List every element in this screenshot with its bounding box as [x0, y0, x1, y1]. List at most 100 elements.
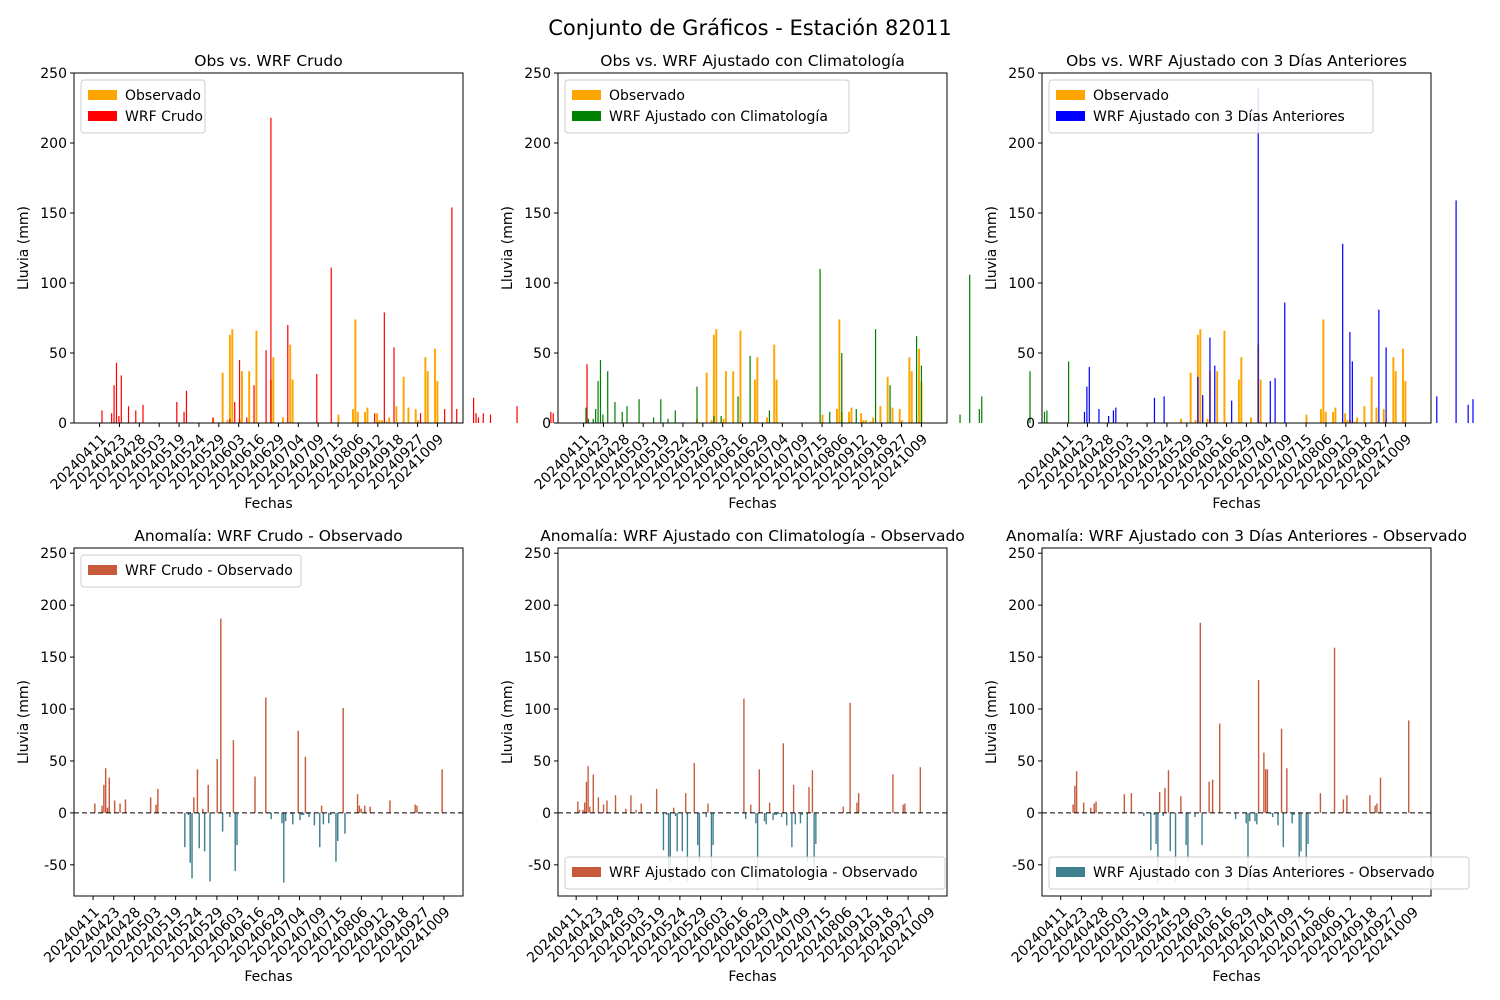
y-tick-label: 100 — [524, 702, 551, 718]
bar — [1169, 812, 1171, 852]
bar — [766, 417, 768, 423]
bar — [419, 413, 422, 423]
bar — [1095, 801, 1097, 813]
bar — [869, 421, 872, 423]
bar — [1408, 720, 1410, 813]
bar — [220, 618, 222, 813]
bar — [234, 402, 236, 423]
bar — [1231, 400, 1233, 423]
bar — [1167, 770, 1170, 813]
bar — [451, 207, 453, 423]
bar — [270, 117, 272, 424]
bar — [1180, 796, 1182, 813]
bar — [1375, 407, 1378, 423]
bar — [1029, 371, 1031, 423]
bar — [697, 812, 699, 846]
bar — [120, 375, 122, 423]
bar — [352, 409, 354, 423]
bar — [1300, 812, 1302, 852]
bar — [482, 413, 484, 423]
y-tick-label: 150 — [524, 650, 551, 666]
bar — [755, 812, 757, 824]
bar — [101, 410, 103, 423]
bar — [142, 404, 144, 423]
bar — [1332, 411, 1334, 423]
bar — [856, 802, 858, 813]
legend-swatch — [1056, 111, 1085, 121]
bar — [1237, 379, 1240, 423]
bar — [1356, 417, 1359, 423]
bar — [1043, 411, 1046, 423]
bar — [240, 371, 243, 423]
bar — [1342, 799, 1345, 813]
bar — [1162, 812, 1164, 817]
bar — [228, 334, 231, 423]
bar — [308, 812, 310, 818]
bar — [416, 805, 418, 813]
bar — [320, 805, 323, 813]
bar — [1180, 418, 1182, 423]
bar — [176, 811, 179, 813]
bar — [959, 414, 961, 423]
bar — [1307, 812, 1309, 845]
bar — [473, 397, 475, 423]
bar — [434, 348, 436, 423]
bar — [246, 417, 248, 423]
bar — [1320, 409, 1322, 423]
legend-swatch — [1056, 867, 1085, 877]
series-2 — [101, 117, 588, 424]
bar — [1153, 812, 1156, 815]
bar — [749, 355, 751, 423]
bar — [696, 386, 698, 423]
bar — [290, 812, 292, 814]
bar — [187, 812, 190, 815]
bar — [1305, 414, 1308, 423]
bar — [1272, 812, 1274, 818]
bar — [666, 812, 668, 815]
bar — [1392, 357, 1395, 423]
bar — [592, 418, 594, 423]
bar — [638, 399, 640, 423]
bar — [202, 808, 204, 813]
bar — [969, 274, 971, 423]
bar — [585, 781, 588, 813]
bar — [626, 406, 628, 423]
bar — [1199, 622, 1201, 813]
bar — [157, 789, 159, 813]
y-tick-label: 200 — [40, 598, 67, 614]
bar — [322, 812, 325, 825]
bar — [589, 806, 591, 813]
bar — [1256, 812, 1258, 825]
bar — [115, 362, 118, 423]
bar — [212, 417, 214, 423]
bar — [739, 330, 742, 423]
bar — [1208, 781, 1210, 813]
bar — [587, 766, 589, 813]
bar — [1112, 410, 1115, 423]
bar — [287, 325, 289, 423]
y-tick-label: -50 — [44, 858, 67, 874]
bar — [1346, 420, 1349, 423]
bar — [354, 319, 357, 423]
bar — [1291, 812, 1293, 824]
bar — [255, 330, 258, 423]
y-tick-label: 150 — [1008, 650, 1035, 666]
bar — [584, 802, 586, 813]
y-axis-label: Lluvia (mm) — [984, 206, 1000, 290]
legend: Observado WRF Crudo — [80, 79, 206, 134]
bar — [712, 812, 714, 846]
bar — [1219, 723, 1221, 813]
series-1 — [1180, 319, 1407, 423]
bar — [1185, 812, 1187, 846]
bar — [417, 420, 420, 423]
y-tick-label: 250 — [1008, 66, 1035, 82]
bar — [908, 357, 911, 423]
legend-frame — [564, 856, 946, 890]
bar — [1115, 407, 1117, 423]
bar — [978, 409, 980, 423]
bar — [886, 376, 889, 423]
bar — [402, 376, 405, 423]
bar — [254, 776, 256, 813]
